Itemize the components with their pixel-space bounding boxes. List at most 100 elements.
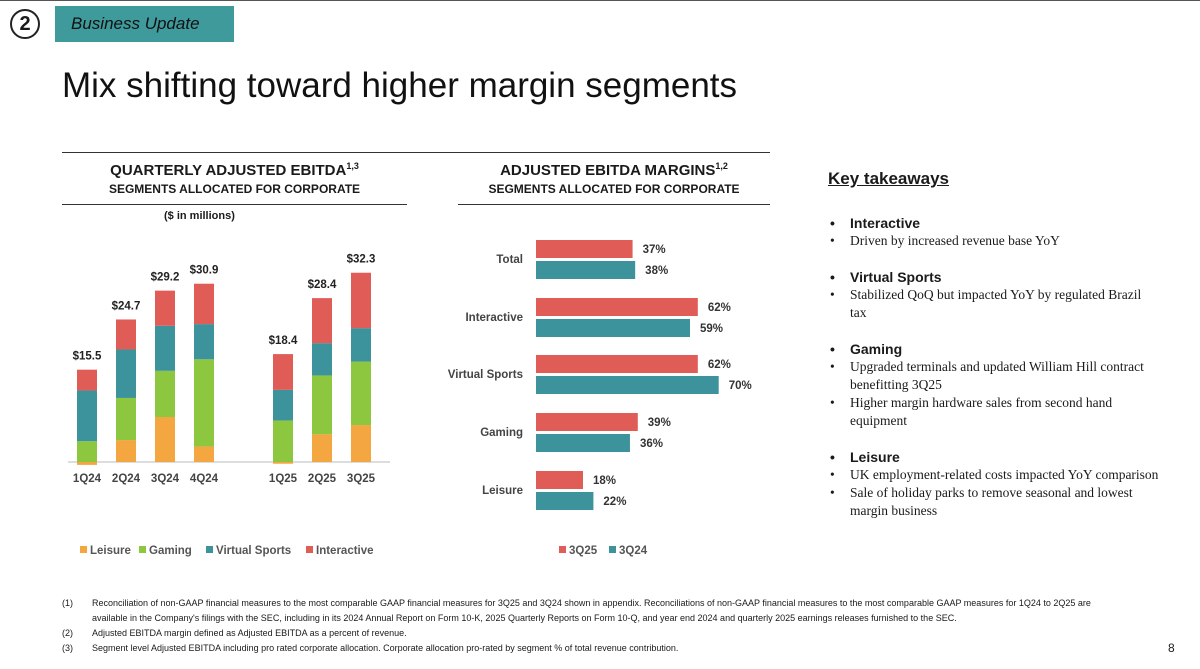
right-chart-header: ADJUSTED EBITDA MARGINS1,2 SEGMENTS ALLO… [458,161,770,196]
bullet-icon: • [830,467,835,482]
right-chart-bottom-rule [458,204,770,205]
bar-gaming-3q24 [155,370,175,417]
bar-virtual-sports-1q25 [273,389,293,421]
legend-swatch-gaming [139,546,146,553]
bar-gaming-1q25 [273,420,293,462]
value-label-3q25-interactive: 62% [708,302,731,314]
bullet-icon: • [830,449,835,465]
value-label-3q24-total: 38% [645,265,668,277]
bar-interactive-3q24 [155,290,175,326]
takeaway-point-text: Stabilized QoQ but impacted YoY by regul… [850,287,1142,320]
bar-gaming-2q25 [312,375,332,435]
bar-leisure-1q24 [77,462,97,465]
left-chart-unit: ($ in millions) [164,210,235,222]
left-chart-bottom-rule [62,204,407,205]
takeaway-point: • Upgraded terminals and updated William … [830,358,1160,394]
value-label-3q25-virtual-sports: 62% [708,359,731,371]
total-label-2q24: $24.7 [112,300,141,312]
bar-gaming-4q24 [194,359,214,447]
bar-gaming-3q25 [351,361,371,426]
bar-interactive-1q25 [273,354,293,390]
bar-leisure-3q24 [155,416,175,462]
takeaway-group-gaming: • Gaming • Upgraded terminals and updated W… [830,340,1160,430]
bar-virtual-sports-2q25 [312,343,332,376]
takeaway-point-text: Higher margin hardware sales from second… [850,395,1113,428]
bar-interactive-2q25 [312,298,332,344]
section-number-badge: 2 [10,9,40,39]
legend-swatch-interactive [306,546,313,553]
x-tick-4q24: 4Q24 [190,473,219,485]
bar-leisure-1q25 [273,462,293,464]
footnote: (2) Adjusted EBITDA margin defined as Adj… [62,626,1112,641]
x-tick-3q24: 3Q24 [151,473,180,485]
footnote: (1) Reconciliation of non-GAAP financial … [62,596,1112,626]
footnote-text: Segment level Adjusted EBITDA including … [92,643,679,653]
footnote-number: (3) [62,643,73,653]
legend-interactive: Interactive [316,545,374,557]
takeaway-heading-text: Virtual Sports [850,269,942,285]
takeaway-point-text: Sale of holiday parks to remove seasonal… [850,485,1133,518]
takeaway-heading: • Gaming [830,340,1160,358]
bullet-icon: • [830,341,835,357]
chart-header-top-rule [62,152,770,153]
bar-leisure-4q24 [194,446,214,462]
value-label-3q25-gaming: 39% [648,417,671,429]
total-label-3q25: $32.3 [347,254,376,266]
bullet-icon: • [830,269,835,285]
left-chart-title: QUARTERLY ADJUSTED EBITDA [110,162,347,179]
bar-interactive-2q24 [116,319,136,350]
takeaway-point-text: UK employment-related costs impacted YoY… [850,467,1159,482]
value-label-3q24-leisure: 22% [603,496,626,508]
takeaway-heading-text: Interactive [850,215,921,231]
takeaway-heading: • Virtual Sports [830,268,1160,286]
bar-virtual-sports-3q24 [155,325,175,371]
takeaway-point: • UK employment-related costs impacted Yo… [830,466,1160,484]
category-label-virtual-sports: Virtual Sports [448,369,523,381]
bar-3q25-gaming [536,413,638,431]
bullet-icon: • [830,485,835,500]
bar-3q24-gaming [536,434,630,452]
total-label-2q25: $28.4 [308,279,337,291]
takeaway-heading: • Leisure [830,448,1160,466]
category-label-gaming: Gaming [480,427,523,439]
footnote-text: Adjusted EBITDA margin defined as Adjust… [92,628,407,638]
takeaway-group-interactive: • Interactive • Driven by increased revenue… [830,214,1160,250]
bullet-icon: • [830,215,835,231]
bar-gaming-2q24 [116,397,136,441]
value-label-3q24-gaming: 36% [640,438,663,450]
footnote: (3) Segment level Adjusted EBITDA includi… [62,641,1112,656]
right-chart-subtitle: SEGMENTS ALLOCATED FOR CORPORATE [488,182,740,196]
key-takeaways-title: Key takeaways [828,169,949,188]
section-label: Business Update [55,6,234,42]
footnote-number: (1) [62,598,73,608]
total-label-4q24: $30.9 [190,265,219,277]
takeaway-point-text: Upgraded terminals and updated William H… [850,359,1144,392]
x-tick-2q25: 2Q25 [308,473,337,485]
left-chart-header: QUARTERLY ADJUSTED EBITDA1,3 SEGMENTS AL… [62,161,407,196]
bar-virtual-sports-3q25 [351,328,371,362]
bar-leisure-2q24 [116,440,136,462]
bar-3q25-leisure [536,471,583,489]
x-tick-2q24: 2Q24 [112,473,141,485]
takeaway-heading: • Interactive [830,214,1160,232]
legend-swatch-3q24 [609,546,616,553]
takeaway-point: • Stabilized QoQ but impacted YoY by regu… [830,286,1160,322]
left-chart-title-sup: 1,3 [346,161,359,171]
takeaway-point-text: Driven by increased revenue base YoY [850,233,1060,248]
bar-interactive-4q24 [194,283,214,325]
takeaway-group-leisure: • Leisure • UK employment-related costs imp… [830,448,1160,520]
bar-3q25-interactive [536,298,698,316]
right-chart-title-sup: 1,2 [715,161,728,171]
category-label-leisure: Leisure [482,485,523,497]
bar-3q24-leisure [536,492,594,510]
legend-3q24: 3Q24 [619,545,648,557]
legend-swatch-leisure [80,546,87,553]
legend-virtual-sports: Virtual Sports [216,545,291,557]
value-label-3q24-virtual-sports: 70% [729,380,752,392]
x-tick-1q25: 1Q25 [269,473,298,485]
bar-3q25-virtual-sports [536,355,698,373]
bar-3q24-virtual-sports [536,376,719,394]
page-title: Mix shifting toward higher margin segmen… [62,66,738,105]
footnote-text: Reconciliation of non-GAAP financial mea… [92,598,1091,623]
